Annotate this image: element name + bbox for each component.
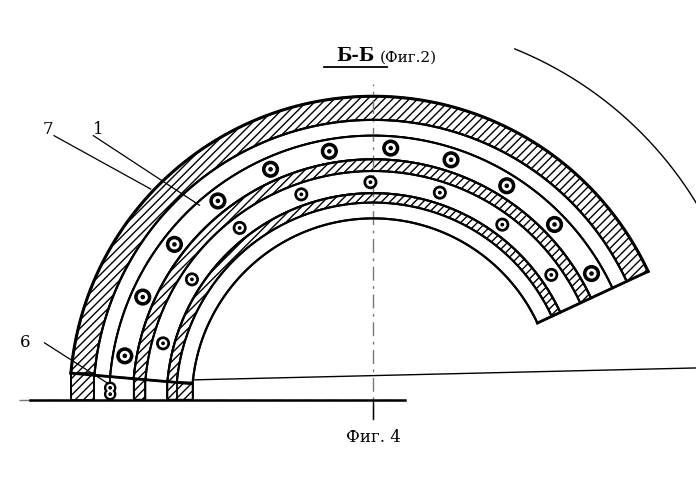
Circle shape <box>322 143 337 159</box>
Circle shape <box>170 240 179 249</box>
Circle shape <box>587 269 596 278</box>
Circle shape <box>496 218 509 231</box>
Circle shape <box>138 293 147 302</box>
Circle shape <box>584 265 600 282</box>
Circle shape <box>590 272 593 275</box>
Circle shape <box>236 224 243 231</box>
Circle shape <box>117 348 133 364</box>
Circle shape <box>499 221 506 228</box>
Polygon shape <box>71 373 94 400</box>
Circle shape <box>123 354 127 357</box>
Polygon shape <box>177 203 552 384</box>
Circle shape <box>173 243 176 246</box>
Circle shape <box>553 223 556 226</box>
Circle shape <box>389 146 392 150</box>
Circle shape <box>189 276 196 283</box>
Circle shape <box>141 296 145 299</box>
Text: Б-Б: Б-Б <box>337 47 375 65</box>
Polygon shape <box>145 171 580 382</box>
Polygon shape <box>134 159 591 380</box>
Circle shape <box>369 181 372 183</box>
Circle shape <box>550 274 552 276</box>
Circle shape <box>107 385 113 391</box>
Circle shape <box>263 162 278 177</box>
Circle shape <box>191 278 193 281</box>
Text: (Фиг.2): (Фиг.2) <box>380 51 437 65</box>
Circle shape <box>159 340 166 347</box>
Circle shape <box>364 176 377 188</box>
Circle shape <box>325 147 333 156</box>
Polygon shape <box>168 193 561 383</box>
Circle shape <box>298 191 305 198</box>
Circle shape <box>499 178 514 194</box>
Text: 6: 6 <box>20 334 30 351</box>
Circle shape <box>107 391 113 397</box>
Text: Фиг. 4: Фиг. 4 <box>346 429 401 446</box>
Circle shape <box>105 388 115 400</box>
Text: 7: 7 <box>43 121 53 138</box>
Circle shape <box>105 382 115 393</box>
Circle shape <box>216 200 219 203</box>
Circle shape <box>109 393 111 395</box>
Circle shape <box>210 193 226 209</box>
Polygon shape <box>134 379 145 400</box>
Circle shape <box>367 179 374 186</box>
Circle shape <box>269 168 272 171</box>
Circle shape <box>447 156 455 164</box>
Circle shape <box>266 165 275 174</box>
Circle shape <box>550 220 559 229</box>
Circle shape <box>383 140 398 156</box>
Circle shape <box>505 184 508 187</box>
Circle shape <box>109 386 111 389</box>
Circle shape <box>433 186 446 199</box>
Text: 1: 1 <box>93 121 103 138</box>
Circle shape <box>503 182 511 190</box>
Polygon shape <box>94 120 627 377</box>
Circle shape <box>120 351 129 360</box>
Circle shape <box>135 289 151 305</box>
Polygon shape <box>110 136 612 379</box>
Circle shape <box>214 197 222 205</box>
Circle shape <box>449 158 453 162</box>
Polygon shape <box>168 382 193 400</box>
Circle shape <box>501 224 503 226</box>
Circle shape <box>166 237 182 252</box>
Circle shape <box>157 337 169 349</box>
Circle shape <box>300 193 303 196</box>
Circle shape <box>443 152 459 168</box>
Circle shape <box>547 217 563 232</box>
Circle shape <box>439 191 441 194</box>
Circle shape <box>162 342 164 345</box>
Circle shape <box>238 227 241 229</box>
Circle shape <box>186 273 199 285</box>
Circle shape <box>295 188 308 201</box>
Circle shape <box>387 144 395 152</box>
Circle shape <box>328 150 331 153</box>
Circle shape <box>545 268 558 281</box>
Circle shape <box>233 222 246 234</box>
Circle shape <box>548 271 555 279</box>
Polygon shape <box>71 96 648 375</box>
Circle shape <box>436 189 443 196</box>
